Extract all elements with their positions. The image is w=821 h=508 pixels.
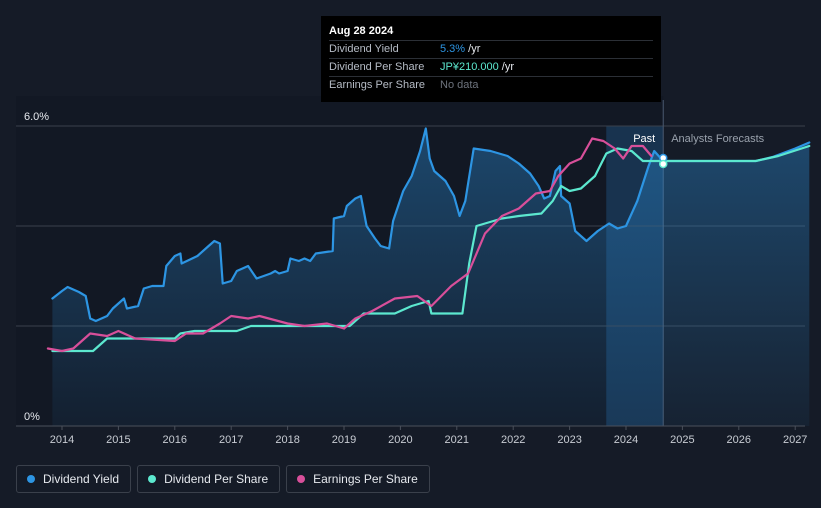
forecast-label: Analysts Forecasts <box>671 133 764 145</box>
legend-earnings-per-share[interactable]: Earnings Per Share <box>286 465 430 493</box>
tooltip-value: JP¥210.000 <box>440 61 499 73</box>
x-tick-label: 2025 <box>670 434 694 446</box>
legend-dividend-yield[interactable]: Dividend Yield <box>16 465 132 493</box>
x-tick-label: 2020 <box>388 434 412 446</box>
y-tick-label: 0% <box>24 411 40 423</box>
x-tick-label: 2017 <box>219 434 243 446</box>
tooltip-value: No data <box>440 79 479 91</box>
earnings-per-share-line <box>46 137 653 353</box>
legend-label: Dividend Per Share <box>164 472 269 486</box>
tooltip-date: Aug 28 2024 <box>329 25 394 37</box>
x-tick-label: 2014 <box>50 434 74 446</box>
legend-dot-icon <box>27 475 35 483</box>
x-tick-label: 2024 <box>614 434 638 446</box>
legend: Dividend Yield Dividend Per Share Earnin… <box>16 465 430 493</box>
dividend-per-share-line <box>51 144 811 353</box>
tooltip: Aug 28 2024 Dividend Yield 5.3% /yr Divi… <box>321 16 661 102</box>
dividend-per-share-marker <box>658 159 668 169</box>
x-tick-label: 2021 <box>445 434 469 446</box>
tooltip-row-dividend-yield: Dividend Yield 5.3% /yr <box>329 40 653 58</box>
tooltip-label: Dividend Yield <box>329 43 399 55</box>
tooltip-unit: /yr <box>465 43 481 55</box>
x-tick-label: 2023 <box>557 434 581 446</box>
legend-dot-icon <box>297 475 306 483</box>
x-tick-label: 2022 <box>501 434 525 446</box>
x-tick-label: 2015 <box>106 434 130 446</box>
tooltip-row-earnings-per-share: Earnings Per Share No data <box>329 76 653 94</box>
tooltip-value: 5.3% <box>440 43 466 55</box>
legend-label: Earnings Per Share <box>313 472 418 486</box>
x-tick-label: 2026 <box>727 434 751 446</box>
legend-dot-icon <box>148 475 157 483</box>
dividend-yield-line <box>51 127 811 323</box>
tooltip-label: Earnings Per Share <box>329 79 425 91</box>
dividend-yield-area <box>52 128 810 426</box>
legend-dividend-per-share[interactable]: Dividend Per Share <box>137 465 281 493</box>
y-tick-label: 6.0% <box>24 111 49 123</box>
tooltip-label: Dividend Per Share <box>329 61 425 73</box>
tooltip-unit: /yr <box>498 61 514 73</box>
past-label: Past <box>633 133 655 145</box>
x-tick-label: 2016 <box>163 434 187 446</box>
x-tick-label: 2019 <box>332 434 356 446</box>
x-tick-label: 2018 <box>275 434 299 446</box>
tooltip-row-dividend-per-share: Dividend Per Share JP¥210.000 /yr <box>329 58 653 76</box>
legend-label: Dividend Yield <box>43 472 120 486</box>
x-tick-label: 2027 <box>783 434 807 446</box>
